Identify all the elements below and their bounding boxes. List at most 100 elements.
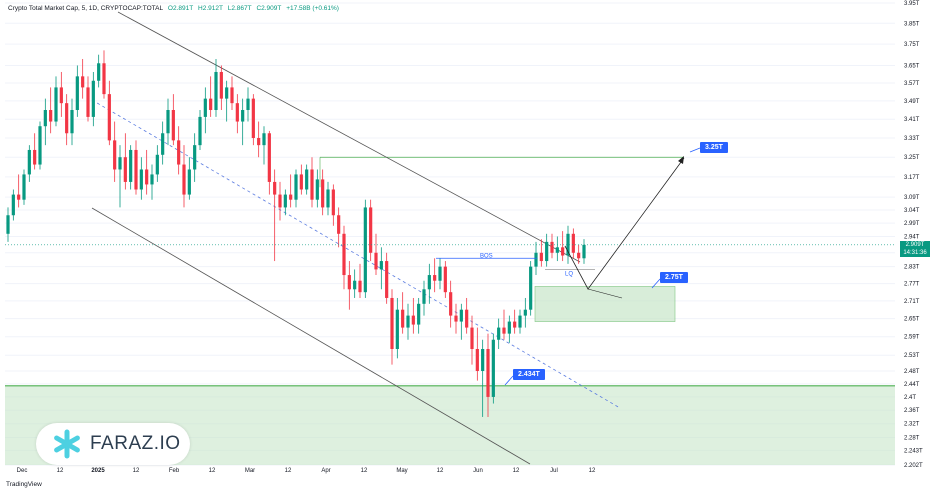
low-value: L2.867T xyxy=(227,5,252,12)
y-tick-label: 2.99T xyxy=(904,221,920,227)
countdown-value: 14:31:36 xyxy=(903,250,927,256)
candle-body xyxy=(529,266,533,310)
candle-body xyxy=(6,215,10,234)
candle-body xyxy=(166,110,170,134)
candle-body xyxy=(294,174,298,200)
y-tick-label: 2.59T xyxy=(904,335,920,341)
candle-body xyxy=(33,149,37,165)
candle-body xyxy=(518,315,522,328)
candle-body xyxy=(102,63,106,95)
candle-body xyxy=(315,179,319,200)
channel-upper xyxy=(117,11,581,263)
candle-body xyxy=(139,169,143,190)
candle-body xyxy=(262,133,266,146)
candle-body xyxy=(449,292,453,316)
candle-body xyxy=(129,149,133,182)
candle-body xyxy=(209,98,213,111)
candle-body xyxy=(491,339,495,397)
open-value: O2.891T xyxy=(167,5,194,12)
candle-body xyxy=(523,309,527,316)
y-tick-label: 2.65T xyxy=(904,317,920,323)
candle-body xyxy=(326,189,330,208)
candle-body xyxy=(145,169,149,185)
candle-body xyxy=(150,174,154,185)
x-tick-label: Jun xyxy=(473,468,483,474)
y-tick-label: 2.243T xyxy=(904,448,923,454)
candle-body xyxy=(193,145,197,170)
candle-body xyxy=(289,194,293,200)
candle-body xyxy=(11,194,15,216)
candle-body xyxy=(251,98,255,138)
candle-body xyxy=(390,297,394,349)
candle-body xyxy=(59,87,63,104)
candle-body xyxy=(54,87,58,122)
candle-body xyxy=(486,348,490,397)
candle-body xyxy=(299,174,303,190)
x-tick-label: Mar xyxy=(245,468,255,474)
candle-body xyxy=(561,247,565,256)
candle-body xyxy=(395,309,399,349)
symbol-title: Crypto Total Market Cap, 5, 1D, CRYPTOCA… xyxy=(8,5,164,12)
candle-body xyxy=(459,309,463,322)
candle-body xyxy=(278,194,282,208)
candle-body xyxy=(550,241,554,253)
y-tick-label: 2.36T xyxy=(904,408,920,414)
watermark-text: FARAZ.IO xyxy=(90,433,181,454)
candle-body xyxy=(246,98,250,111)
candle-body xyxy=(443,266,447,293)
candle-body xyxy=(427,275,431,290)
candle-body xyxy=(171,110,175,141)
y-tick-label: 2.77T xyxy=(904,282,920,288)
y-tick-label: 3.09T xyxy=(904,195,920,201)
candle-body xyxy=(161,133,165,155)
target-callout-mid: 2.75T xyxy=(660,272,688,283)
y-axis: 3.95T 3.85T 3.75T 3.65T 3.57T 3.49T 3.41T 3.33T… xyxy=(904,1,923,469)
x-tick-label: 12 xyxy=(57,468,64,474)
x-tick-label: 12 xyxy=(361,468,368,474)
candle-body xyxy=(347,275,351,290)
candle-body xyxy=(342,233,346,276)
x-tick-label: 12 xyxy=(589,468,596,474)
y-tick-label: 2.4T xyxy=(904,395,916,401)
y-tick-label: 3.17T xyxy=(904,175,920,181)
x-tick-label: 12 xyxy=(209,468,216,474)
x-tick-label: May xyxy=(396,468,407,474)
target-callout-top: 3.25T xyxy=(700,142,728,153)
candle-body xyxy=(230,87,234,104)
candle-body xyxy=(27,149,31,175)
candle-body xyxy=(214,71,218,111)
candle-body xyxy=(379,261,383,270)
candle-body xyxy=(577,252,581,259)
faraz-logo-icon xyxy=(54,429,80,459)
candle-body xyxy=(422,289,426,304)
callout-leader-top xyxy=(689,147,701,153)
x-tick-label: Jul xyxy=(550,468,558,474)
watermark-logo: FARAZ.IO xyxy=(36,423,190,465)
current-price-tag: 2.909T 14:31:36 xyxy=(900,241,930,257)
candle-body xyxy=(177,140,181,165)
y-tick-label: 3.49T xyxy=(904,99,920,105)
footer-brand: TradingView xyxy=(6,481,42,488)
y-tick-label: 2.32T xyxy=(904,422,920,428)
high-value: H2.912T xyxy=(198,5,223,12)
candle-body xyxy=(534,252,538,267)
callout-leader-low xyxy=(504,375,514,386)
bos-label: BOS xyxy=(480,253,493,259)
change-value: +17.58B (+0.61%) xyxy=(286,5,339,12)
candle-body xyxy=(369,207,373,253)
x-tick-label: 12 xyxy=(513,468,520,474)
candle-body xyxy=(113,140,117,170)
channel-lower xyxy=(91,207,531,465)
candle-body xyxy=(75,76,79,111)
y-tick-label: 2.83T xyxy=(904,265,920,271)
candle-body xyxy=(475,348,479,372)
x-tick-label: 12 xyxy=(285,468,292,474)
candle-body xyxy=(321,179,325,208)
candle-body xyxy=(374,252,378,270)
candle-body xyxy=(502,327,506,334)
candle-body xyxy=(118,157,122,170)
candle-body xyxy=(155,154,159,175)
y-tick-label: 2.94T xyxy=(904,234,920,240)
y-tick-label: 3.33T xyxy=(904,136,920,142)
